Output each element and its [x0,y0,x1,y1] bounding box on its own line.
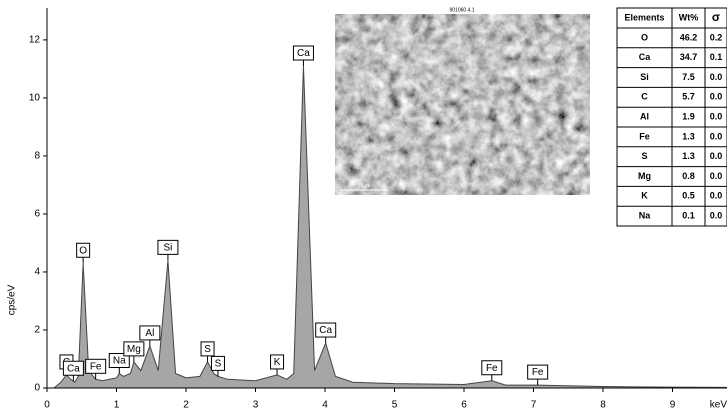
x-tick-label: 8 [600,400,606,411]
table-cell: 0.8 [682,171,695,181]
peak-label: K [274,357,281,368]
peak-label: Ca [319,325,332,336]
peak-label: Si [163,243,172,254]
y-tick-label: 8 [34,151,40,162]
x-tick-label: 2 [183,400,189,411]
table-cell: 0.0 [710,131,723,141]
y-tick-label: 0 [34,383,40,394]
peak-label: Fe [90,361,102,372]
table-cell: S [641,151,647,161]
table-cell: Na [639,210,651,220]
table-cell: 1.3 [682,151,695,161]
table-cell: 0.1 [682,210,695,220]
table-cell: 0.1 [710,52,723,62]
peak-label: S [204,344,211,355]
table: Elements Wt% σ O 46.2 0.2 Ca 34.7 0.1 Si 7.5 0.0 C 5.… [617,8,727,226]
peak-label: Ca [67,363,80,374]
x-tick-label: 0 [44,400,50,411]
peak-label: Mg [127,344,141,355]
table-cell: 0.0 [710,151,723,161]
sem-image: 901060 4.1 25µm [335,7,590,195]
y-tick-label: 10 [29,93,41,104]
table-cell: Fe [639,131,650,141]
table-cell: 0.0 [710,191,723,201]
peak-label: S [215,359,222,370]
table-header: Elements [624,12,664,22]
image-caption: 901060 4.1 [449,7,474,13]
y-tick-label: 2 [34,325,40,336]
y-tick-label: 4 [34,267,40,278]
table-cell: 0.2 [710,32,723,42]
peak-label: Al [145,328,154,339]
x-tick-label: 9 [670,400,676,411]
table-cell: Ca [639,52,651,62]
x-tick-label: 7 [531,400,537,411]
table-cell: 46.2 [680,32,698,42]
table-cell: K [641,191,648,201]
table-cell: 34.7 [680,52,698,62]
y-tick-label: 12 [29,35,41,46]
x-tick-label: 6 [461,400,467,411]
peak-label: Fe [532,367,544,378]
table-cell: 1.9 [682,111,695,121]
table-cell: 1.3 [682,131,695,141]
sem-photo [335,14,590,195]
table-cell: C [641,92,648,102]
x-tick-label: 4 [322,400,328,411]
y-axis-label: cps/eV [7,284,18,315]
table-cell: 0.0 [710,210,723,220]
peak-label: Fe [486,363,498,374]
table-cell: 0.0 [710,92,723,102]
table-header: Wt% [679,12,699,22]
x-tick-label: 3 [253,400,259,411]
table-cell: 7.5 [682,72,695,82]
x-tick-label: 5 [392,400,398,411]
chart: cps/eV keV 901060 4.1 25µm Elements Wt% σ O… [0,0,727,413]
table-cell: Mg [638,171,651,181]
x-tick-label: 1 [114,400,120,411]
table-cell: 0.0 [710,111,723,121]
page: {"chart_data": {"type": "area", "xlabel"… [0,0,727,413]
table-cell: Al [640,111,649,121]
table-cell: Si [640,72,649,82]
table-cell: 0.0 [710,171,723,181]
table-cell: 0.0 [710,72,723,82]
y-tick-label: 6 [34,209,40,220]
scale-label: 25µm [358,183,371,189]
table-cell: 5.7 [682,92,695,102]
table-header: σ [712,10,720,24]
table-cell: O [641,32,648,42]
x-axis-label: keV [710,400,727,411]
peak-label: Ca [297,48,310,59]
table-cell: 0.5 [682,191,695,201]
peak-label: O [79,245,87,256]
peak-label: Na [113,356,126,367]
